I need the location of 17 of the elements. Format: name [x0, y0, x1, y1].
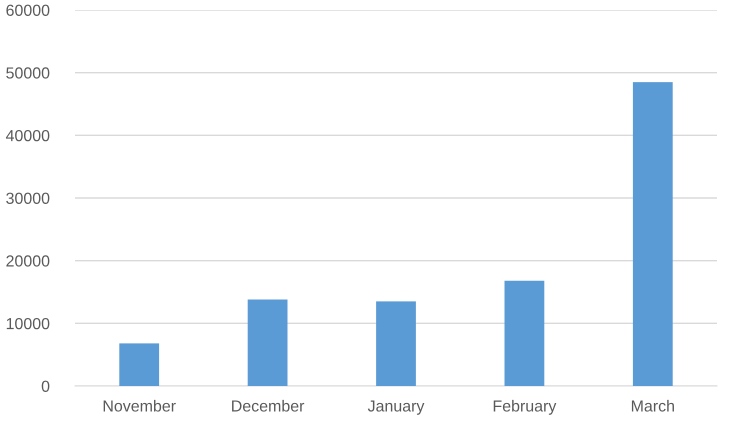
x-tick-label: December [232, 400, 304, 412]
x-tick-label: November [104, 400, 176, 412]
y-tick-label: 50000 [6, 67, 50, 79]
y-tick-label: 10000 [6, 318, 50, 330]
bar [248, 300, 288, 386]
bar [119, 343, 160, 386]
y-tick-label: 60000 [6, 4, 50, 16]
y-tick-label: 30000 [6, 192, 50, 204]
bar [632, 82, 673, 386]
bar [376, 301, 416, 386]
y-tick-label: 0 [42, 380, 50, 392]
x-tick-label: February [494, 400, 556, 415]
x-tick-label: January [368, 400, 424, 415]
x-tick-label: March [632, 400, 674, 412]
bar [504, 280, 544, 386]
y-tick-label: 20000 [6, 255, 50, 267]
y-tick-label: 40000 [6, 130, 50, 142]
